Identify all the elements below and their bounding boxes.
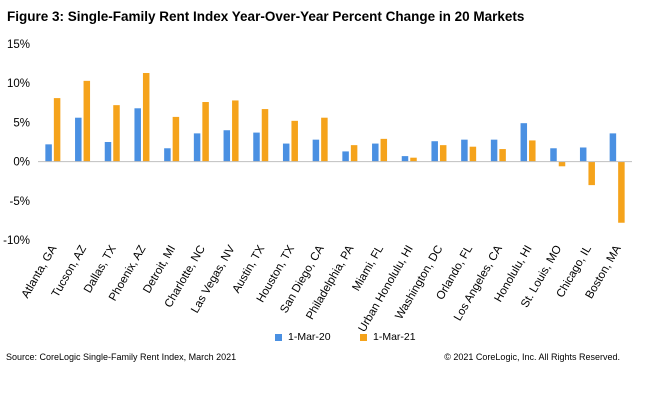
bar-series-a xyxy=(609,133,617,162)
bar-series-b xyxy=(202,102,209,162)
y-tick-label: 15% xyxy=(7,39,30,51)
bar-series-b xyxy=(232,100,239,162)
bar-series-a xyxy=(223,130,231,162)
legend-item-series-a: 1-Mar-20 xyxy=(275,331,331,343)
chart-title: Figure 3: Single-Family Rent Index Year-… xyxy=(7,9,525,24)
bar-series-b xyxy=(172,116,180,162)
bar-series-a xyxy=(342,151,349,162)
bar-series-b xyxy=(321,117,328,162)
bar-series-a xyxy=(104,142,112,162)
copyright-note: © 2021 CoreLogic, Inc. All Rights Reserv… xyxy=(444,352,620,362)
bar-series-b xyxy=(410,157,417,162)
bar-series-a xyxy=(45,144,52,162)
bar-series-a xyxy=(193,133,201,162)
bar-series-a xyxy=(134,108,141,162)
y-tick-label: -5% xyxy=(10,196,30,208)
bar-series-a xyxy=(431,141,438,162)
bar-series-b xyxy=(261,109,269,162)
legend-label-series-b: 1-Mar-21 xyxy=(373,331,416,343)
bar-series-b xyxy=(83,80,91,162)
bar-series-a xyxy=(550,148,557,162)
bar-series-b xyxy=(142,73,150,162)
bar-series-a xyxy=(401,156,409,162)
bar-series-b xyxy=(469,146,477,162)
bar-series-a xyxy=(164,148,171,162)
y-tick-label: 10% xyxy=(7,78,30,90)
y-tick-label: 5% xyxy=(13,117,30,129)
bar-series-a xyxy=(253,132,260,162)
bar-series-b xyxy=(53,98,61,162)
bar-series-a xyxy=(312,139,320,162)
bar-series-a xyxy=(520,123,528,162)
legend: 1-Mar-20 1-Mar-21 xyxy=(0,331,650,345)
bar-series-b xyxy=(618,161,625,223)
bar-series-b xyxy=(558,161,566,167)
bar-series-a xyxy=(75,117,82,162)
bar-series-b xyxy=(529,140,536,162)
legend-item-series-b: 1-Mar-21 xyxy=(360,331,416,343)
legend-label-series-a: 1-Mar-20 xyxy=(288,331,331,343)
bar-series-a xyxy=(282,143,290,162)
bar-series-b xyxy=(588,161,595,186)
y-tick-label: 0% xyxy=(13,157,30,169)
x-tick-label: Urban Honolulu, HI xyxy=(357,244,416,335)
bar-series-a xyxy=(461,139,468,162)
bar-series-b xyxy=(499,149,506,162)
bar-series-b xyxy=(380,138,388,162)
source-note: Source: CoreLogic Single-Family Rent Ind… xyxy=(6,352,237,362)
legend-swatch-series-b xyxy=(360,333,367,341)
y-tick-label: -10% xyxy=(3,235,30,247)
bar-series-b xyxy=(113,105,120,162)
legend-swatch-series-a xyxy=(275,333,282,341)
bar-series-a xyxy=(372,143,379,162)
bar-series-b xyxy=(291,120,298,162)
bar-series-a xyxy=(579,147,587,162)
bar-series-b xyxy=(439,145,447,162)
bar-series-a xyxy=(490,139,498,162)
bar-series-b xyxy=(350,145,358,162)
